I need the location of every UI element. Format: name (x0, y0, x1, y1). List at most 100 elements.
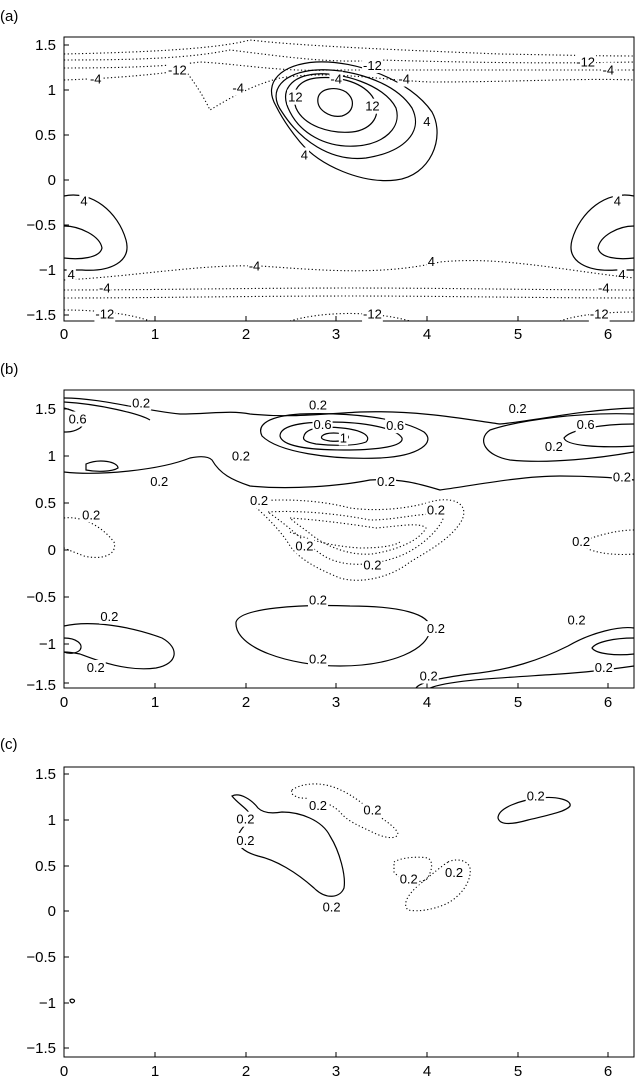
panel-c: (c) 0 1 2 3 4 5 6 1.5 (0, 736, 635, 1080)
x-tick-label: 3 (332, 694, 340, 711)
contour-positive (497, 796, 571, 825)
contour-label: 0.6 (577, 417, 595, 432)
contour-label-background (575, 417, 596, 433)
contour-label: 0.2 (82, 507, 100, 522)
y-tick-label: 1 (48, 448, 56, 465)
x-tick-label: 1 (151, 1063, 159, 1080)
y-tick-label: 0 (48, 903, 56, 920)
contour-label-background (85, 659, 106, 675)
contour-label: 4 (68, 267, 75, 282)
x-tick-label: 1 (151, 326, 159, 343)
contour-label: 0.2 (545, 439, 563, 454)
contour-label-background (397, 71, 411, 87)
contour-label: 0.2 (236, 833, 254, 848)
contour-positive (235, 604, 431, 667)
contour-label: 0.2 (400, 872, 418, 887)
contour-positive (260, 413, 429, 459)
y-tick-label: 0.5 (35, 127, 56, 144)
x-tick-label: 2 (242, 1063, 250, 1080)
contour-lines (63, 39, 635, 322)
contour-label: 0.2 (309, 798, 327, 813)
y-tick-label: −0.5 (26, 589, 56, 606)
contour-label-background (307, 797, 329, 813)
contour-label: 0.2 (445, 865, 463, 880)
contour-label-background (88, 71, 103, 87)
plot-frame (63, 389, 635, 689)
contour-label: 0.2 (295, 539, 313, 554)
contour-label: 12 (365, 99, 379, 114)
contour-label-background (131, 395, 152, 411)
contour-label-background (329, 71, 343, 87)
y-tick-label: −1.5 (26, 677, 56, 694)
contour-label-background (426, 254, 437, 270)
contour-label-background (385, 418, 406, 434)
y-tick-label: 0 (48, 172, 56, 189)
contour-label: 0.2 (250, 493, 268, 508)
y-tick-label: −1.5 (26, 1040, 56, 1057)
contour-label-background (235, 832, 256, 848)
contour-label: 0.2 (377, 474, 395, 489)
contour-label: -12 (576, 54, 595, 69)
y-tick-label: −1 (39, 636, 56, 653)
contour-label: 0.2 (100, 609, 118, 624)
contour-label: 0.2 (232, 448, 250, 463)
x-tick-label: 6 (604, 694, 612, 711)
contour-label-background (321, 899, 342, 915)
contour-label-background (99, 608, 120, 624)
contour-label: 0.6 (314, 417, 332, 432)
y-tick-label: 1.5 (35, 401, 56, 418)
contour-label-background (362, 306, 383, 322)
contour-label: -4 (330, 72, 342, 87)
y-tick-label: −1.5 (26, 307, 56, 324)
y-tick-label: 0.5 (35, 495, 56, 512)
contour-label-background (611, 469, 632, 485)
contour-label: 0.2 (132, 395, 150, 410)
contour-label: -12 (363, 307, 382, 322)
plot-frame (63, 766, 635, 1058)
contour-label-background (575, 54, 597, 70)
contour-label: -4 (232, 81, 244, 96)
x-tick-label: 2 (242, 694, 250, 711)
x-tick-label: 6 (604, 1063, 612, 1080)
contour-label: 0.2 (150, 474, 168, 489)
contour-label-background (617, 266, 627, 282)
contour-label: -4 (598, 280, 610, 295)
x-tick-label: 0 (60, 1063, 68, 1080)
contour-label-background (230, 448, 251, 464)
contour-positive (429, 665, 635, 689)
contour-label-background (398, 871, 419, 887)
y-tick-labels: 1.5 1 0.5 0 −0.5 −1 −1.5 (26, 766, 56, 1057)
contour-label: 0.2 (309, 397, 327, 412)
contour-label: 4 (80, 194, 87, 209)
x-tick-label: 4 (423, 326, 431, 343)
contour-label: 0.2 (236, 812, 254, 827)
contour-label: 0.2 (572, 534, 590, 549)
contour-negative (63, 61, 634, 71)
contour-label: 1 (340, 430, 347, 445)
contour-positive (275, 69, 417, 160)
contour-label-background (287, 89, 304, 105)
contour-label-background (231, 80, 245, 96)
contour-label-background (376, 474, 397, 490)
y-tick-label: 0 (48, 542, 56, 559)
contour-negative (290, 783, 399, 839)
contour-label: 4 (618, 267, 625, 282)
contour-label: 0.2 (427, 503, 445, 518)
contour-label: -4 (249, 259, 261, 274)
contour-label: 0.2 (595, 660, 613, 675)
contour-label: 0.2 (87, 660, 105, 675)
contour-label-background (362, 802, 383, 818)
y-tick-label: 1 (48, 812, 56, 829)
contour-label-background (566, 612, 587, 628)
contour-label-background (338, 430, 349, 446)
contour-label: -12 (363, 58, 382, 73)
contour-label: 0.2 (613, 469, 631, 484)
tick-marks (63, 773, 609, 1057)
contour-positive (317, 88, 353, 117)
contour-label-background (364, 98, 381, 114)
contour-label-background (525, 788, 546, 804)
contour-negative (63, 287, 635, 291)
contour-negative (63, 309, 151, 322)
contour-label: 4 (428, 254, 435, 269)
